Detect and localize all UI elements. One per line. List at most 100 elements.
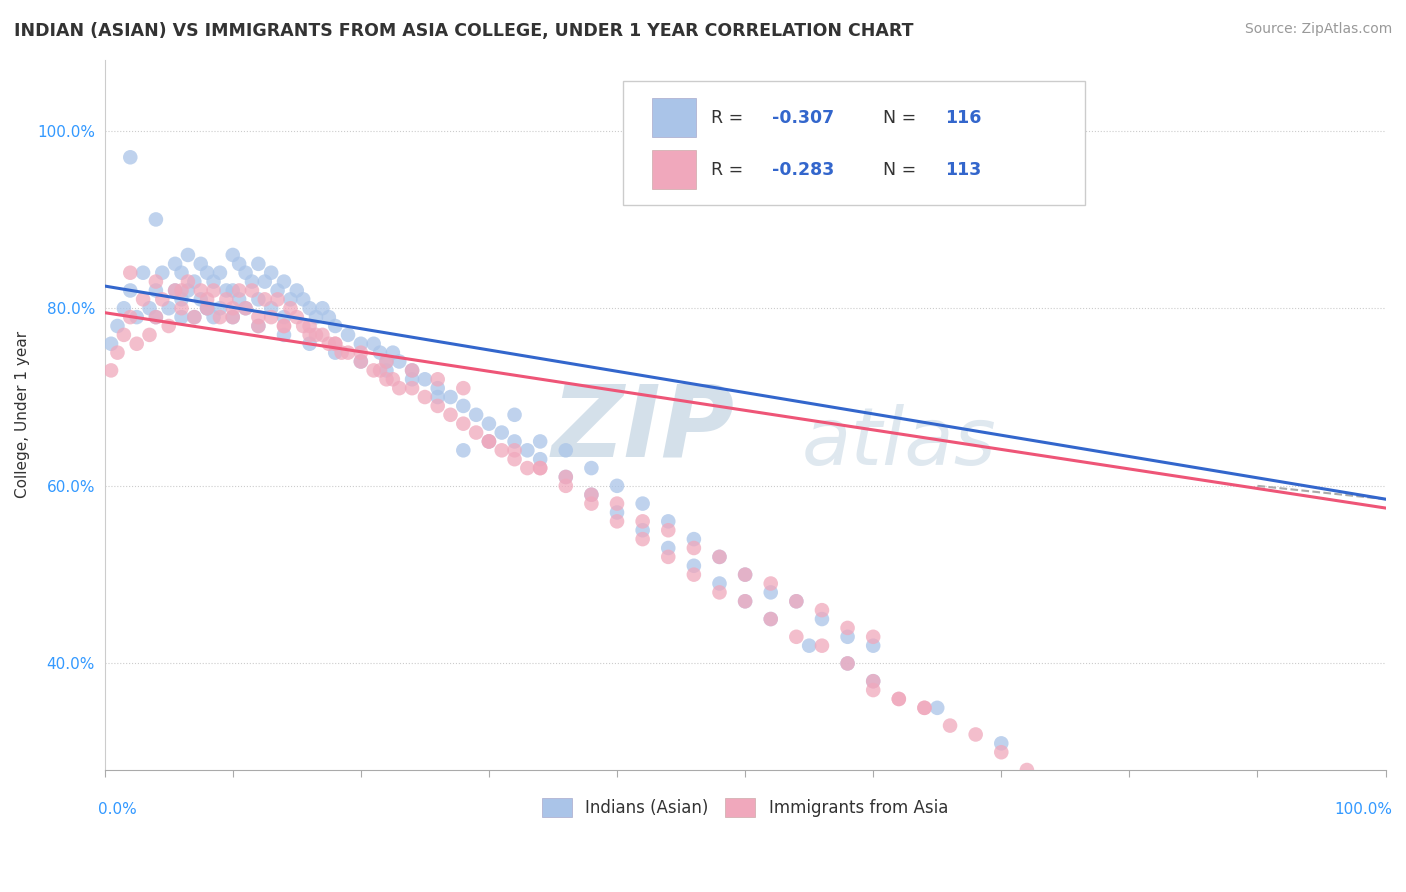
Point: [862, 674, 884, 689]
Point: [657, 523, 679, 537]
Point: [177, 248, 200, 262]
Point: [260, 310, 283, 325]
Text: atlas: atlas: [801, 404, 997, 483]
Point: [683, 541, 706, 555]
Point: [368, 363, 391, 377]
Point: [298, 301, 321, 316]
Point: [305, 327, 328, 342]
Point: [240, 284, 263, 298]
Point: [280, 301, 302, 316]
Point: [273, 318, 295, 333]
Point: [734, 594, 756, 608]
Point: [138, 327, 160, 342]
Point: [350, 345, 373, 359]
Point: [799, 639, 821, 653]
Point: [606, 497, 628, 511]
Point: [516, 443, 538, 458]
Legend: Indians (Asian), Immigrants from Asia: Indians (Asian), Immigrants from Asia: [534, 789, 956, 826]
Point: [273, 327, 295, 342]
Point: [401, 381, 423, 395]
Point: [120, 310, 142, 325]
Point: [785, 594, 807, 608]
Point: [554, 470, 576, 484]
Point: [235, 301, 257, 316]
Text: 0.0%: 0.0%: [98, 802, 136, 817]
Point: [862, 683, 884, 698]
Point: [439, 408, 461, 422]
Point: [683, 567, 706, 582]
Point: [150, 266, 173, 280]
Point: [375, 363, 398, 377]
Point: [228, 257, 250, 271]
Point: [453, 399, 475, 413]
Point: [606, 514, 628, 528]
Point: [478, 434, 501, 449]
Point: [709, 549, 731, 564]
Point: [734, 594, 756, 608]
Bar: [651, 98, 696, 137]
Point: [388, 354, 411, 368]
Point: [145, 275, 167, 289]
Point: [323, 345, 346, 359]
Point: [990, 736, 1012, 750]
Point: [811, 639, 834, 653]
Point: [298, 336, 321, 351]
Point: [305, 310, 328, 325]
Text: INDIAN (ASIAN) VS IMMIGRANTS FROM ASIA COLLEGE, UNDER 1 YEAR CORRELATION CHART: INDIAN (ASIAN) VS IMMIGRANTS FROM ASIA C…: [14, 22, 914, 40]
Point: [478, 434, 501, 449]
Point: [862, 630, 884, 644]
Point: [554, 479, 576, 493]
Point: [170, 293, 193, 307]
Point: [350, 336, 373, 351]
Point: [529, 461, 551, 475]
Point: [208, 301, 231, 316]
Point: [228, 284, 250, 298]
Point: [285, 310, 308, 325]
Point: [112, 301, 135, 316]
Point: [107, 345, 129, 359]
Point: [375, 372, 398, 386]
Point: [581, 488, 603, 502]
Point: [208, 266, 231, 280]
Point: [426, 372, 449, 386]
Point: [222, 248, 245, 262]
Point: [247, 318, 270, 333]
Point: [1067, 798, 1090, 813]
Point: [1015, 763, 1038, 777]
Point: [208, 310, 231, 325]
Point: [453, 381, 475, 395]
Point: [240, 275, 263, 289]
Point: [388, 381, 411, 395]
Point: [631, 514, 654, 528]
Bar: [651, 150, 696, 189]
Point: [132, 293, 155, 307]
Point: [100, 363, 122, 377]
Point: [157, 318, 180, 333]
Point: [311, 327, 333, 342]
Point: [132, 266, 155, 280]
Point: [439, 390, 461, 404]
Point: [887, 692, 910, 706]
Point: [554, 470, 576, 484]
Point: [606, 479, 628, 493]
Point: [253, 293, 276, 307]
Point: [170, 301, 193, 316]
Point: [491, 425, 513, 440]
Point: [683, 558, 706, 573]
Point: [363, 363, 385, 377]
Point: [1118, 807, 1140, 822]
Point: [190, 257, 212, 271]
Text: R =: R =: [710, 161, 748, 178]
Point: [318, 310, 340, 325]
Text: N =: N =: [883, 109, 922, 127]
Point: [202, 275, 225, 289]
Point: [247, 310, 270, 325]
Point: [375, 354, 398, 368]
Point: [927, 701, 949, 715]
Point: [195, 266, 218, 280]
Y-axis label: College, Under 1 year: College, Under 1 year: [15, 331, 30, 499]
Point: [125, 310, 148, 325]
Point: [631, 497, 654, 511]
Point: [401, 363, 423, 377]
Point: [145, 310, 167, 325]
